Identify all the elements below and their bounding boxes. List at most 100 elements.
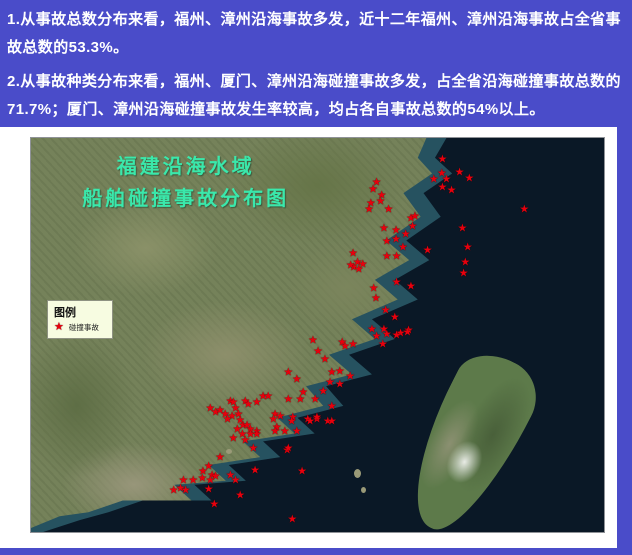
collision-star-marker: ★ [405, 212, 416, 225]
collision-star-marker: ★ [248, 442, 259, 455]
collision-star-marker: ★ [407, 220, 418, 233]
collision-star-marker: ★ [230, 402, 241, 415]
collision-star-marker: ★ [258, 390, 268, 403]
collision-star-marker: ★ [381, 235, 392, 248]
collision-star-marker: ★ [197, 465, 208, 478]
collision-star-marker: ★ [436, 167, 447, 180]
collision-star-marker: ★ [334, 378, 345, 391]
collision-star-marker: ★ [348, 247, 358, 260]
collision-star-marker: ★ [286, 415, 297, 428]
collision-star-marker: ★ [383, 203, 394, 216]
legend-title: 图例 [54, 307, 77, 320]
collision-star-marker: ★ [460, 256, 471, 269]
collision-star-marker: ★ [334, 365, 345, 378]
collision-star-marker: ★ [313, 345, 323, 358]
collision-star-marker: ★ [291, 425, 302, 438]
penghu-islet [361, 486, 367, 493]
collision-star-marker: ★ [457, 222, 468, 235]
collision-star-marker: ★ [215, 404, 226, 417]
collision-star-marker: ★ [178, 474, 189, 487]
collision-star-marker: ★ [376, 189, 387, 202]
star-layer: ★ ★ ★ ★ ★ ★ ★ ★ ★ ★ ★ ★ ★ ★ ★ ★ ★ ★ ★ ★ ★ ★ ★ ★ ★ ★ ★ ★ ★ ★ ★ ★ ★ ★ ★ ★ ★ ★ ★ ★… [31, 138, 604, 532]
collision-star-marker: ★ [310, 393, 321, 406]
map-title: 福建沿海水域 船舶碰撞事故分布图 [54, 151, 318, 215]
map-panel: 福建沿海水域 船舶碰撞事故分布图 图例 ★ 碰撞事故 ★ ★ ★ ★ ★ ★ ★ ★ ★ ★ ★ ★ ★… [0, 127, 617, 548]
collision-star-marker: ★ [222, 413, 233, 426]
collision-star-marker: ★ [210, 470, 221, 483]
collision-star-marker: ★ [379, 222, 389, 235]
collision-star-marker: ★ [395, 327, 406, 340]
collision-star-marker: ★ [391, 276, 402, 289]
collision-star-marker: ★ [235, 414, 246, 427]
collision-star-marker: ★ [279, 425, 290, 438]
map-title-line1: 福建沿海水域 [116, 155, 255, 178]
collision-star-marker: ★ [397, 241, 408, 254]
collision-star-marker: ★ [270, 425, 281, 438]
collision-star-marker: ★ [458, 267, 469, 280]
collision-star-marker: ★ [368, 183, 379, 196]
paragraph-accident-type: 2.从事故种类分布来看，福州、厦门、漳州沿海碰撞事故多发，占全省沿海碰撞事故总数… [7, 73, 621, 118]
collision-star-marker: ★ [409, 210, 420, 223]
collision-star-marker: ★ [366, 323, 377, 336]
penghu-islet [353, 468, 361, 478]
collision-star-marker: ★ [305, 415, 315, 428]
collision-star-marker: ★ [282, 444, 293, 457]
collision-star-marker: ★ [391, 329, 402, 342]
collision-star-marker: ★ [283, 442, 294, 455]
collision-star-marker: ★ [380, 304, 391, 317]
collision-star-marker: ★ [228, 396, 239, 409]
collision-star-marker: ★ [389, 311, 400, 324]
collision-star-marker: ★ [197, 472, 208, 485]
collision-star-marker: ★ [188, 474, 199, 487]
collision-star-marker: ★ [263, 390, 274, 403]
map-legend: 图例 ★ 碰撞事故 [47, 300, 114, 340]
collision-star-marker: ★ [405, 280, 416, 293]
nearshore-islet [225, 449, 232, 455]
collision-star-marker: ★ [307, 334, 318, 347]
collision-star-marker: ★ [437, 181, 448, 194]
collision-star-marker: ★ [403, 324, 414, 337]
collision-star-marker: ★ [422, 244, 433, 257]
collision-star-marker: ★ [364, 203, 374, 216]
collision-star-marker: ★ [175, 482, 186, 495]
paragraph-accident-total: 1.从事故总数分布来看，福州、漳州沿海事故多发，近十二年福州、漳州沿海事故占全省… [7, 11, 621, 56]
collision-star-marker: ★ [180, 484, 191, 497]
collision-star-marker: ★ [298, 386, 309, 399]
collision-star-marker: ★ [326, 400, 337, 413]
collision-star-marker: ★ [240, 434, 251, 447]
collision-star-marker: ★ [377, 338, 388, 351]
collision-star-marker: ★ [379, 323, 389, 336]
collision-star-marker: ★ [207, 469, 217, 482]
collision-star-marker: ★ [283, 366, 294, 379]
collision-star-marker: ★ [203, 460, 214, 473]
collision-star-marker: ★ [283, 393, 294, 406]
collision-star-marker: ★ [400, 228, 411, 241]
collision-star-marker: ★ [375, 195, 386, 208]
collision-star-marker: ★ [205, 474, 216, 487]
collision-star-marker: ★ [238, 419, 248, 432]
collision-star-marker: ★ [205, 402, 216, 415]
collision-star-marker: ★ [225, 469, 236, 482]
collision-star-marker: ★ [391, 224, 401, 237]
collision-star-marker: ★ [391, 233, 401, 246]
collision-star-marker: ★ [441, 173, 452, 186]
collision-distribution-map: 福建沿海水域 船舶碰撞事故分布图 图例 ★ 碰撞事故 ★ ★ ★ ★ ★ ★ ★ ★ ★ ★ ★ ★ ★… [30, 137, 605, 533]
collision-star-marker: ★ [464, 172, 475, 185]
legend-item-label: 碰撞事故 [68, 323, 99, 333]
collision-star-marker: ★ [368, 282, 379, 295]
collision-star-marker: ★ [168, 484, 179, 497]
collision-star-marker: ★ [230, 474, 241, 487]
collision-star-marker: ★ [237, 428, 248, 441]
collision-star-marker: ★ [251, 425, 262, 438]
collision-star-marker: ★ [225, 395, 236, 408]
collision-star-marker: ★ [320, 353, 330, 366]
collision-star-marker: ★ [340, 340, 350, 353]
collision-star-marker: ★ [240, 395, 251, 408]
collision-star-marker: ★ [228, 432, 239, 445]
collision-star-marker: ★ [295, 393, 306, 406]
collision-star-marker: ★ [215, 451, 226, 464]
collision-star-marker: ★ [210, 406, 221, 419]
collision-star-marker: ★ [232, 423, 243, 436]
collision-star-marker: ★ [243, 398, 254, 411]
